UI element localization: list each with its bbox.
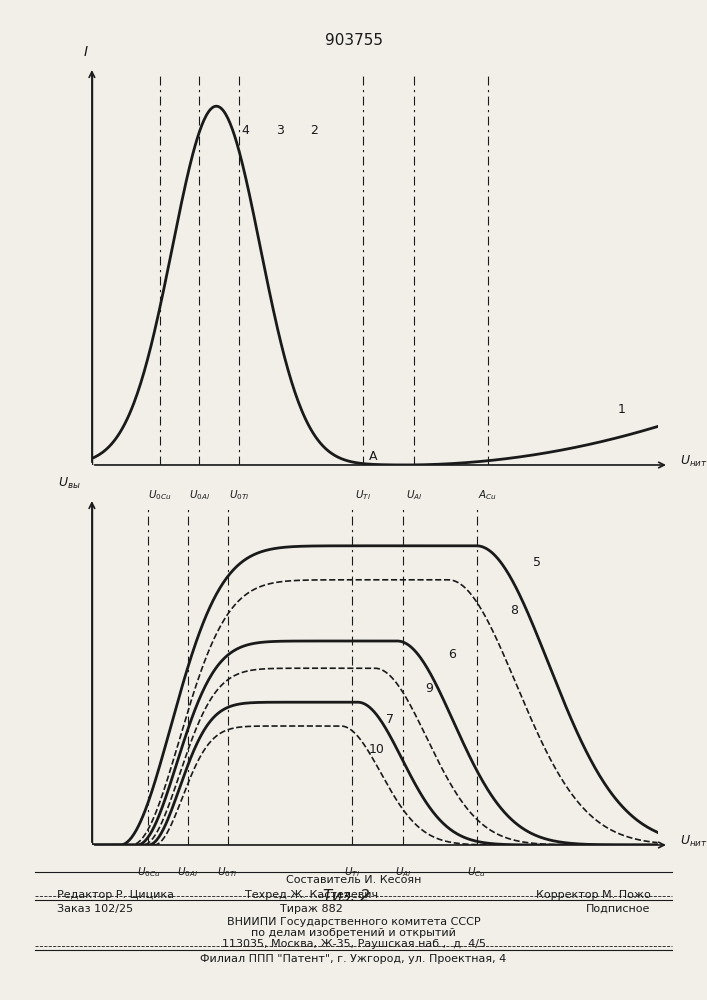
Text: Техред Ж. Кастелевич: Техред Ж. Кастелевич [245, 890, 378, 900]
Text: 2: 2 [310, 123, 317, 136]
Text: 5: 5 [533, 556, 541, 569]
Text: 1: 1 [618, 403, 626, 416]
Text: $U_{Al}$: $U_{Al}$ [406, 488, 423, 502]
Text: $U_{Cu}$: $U_{Cu}$ [467, 865, 486, 879]
Text: Τиз. 1: Τиз. 1 [323, 516, 370, 531]
Text: $U_{нит}$: $U_{нит}$ [680, 454, 707, 469]
Text: $U_{Ti}$: $U_{Ti}$ [344, 865, 360, 879]
Text: $I$: $I$ [83, 45, 89, 59]
Text: A: A [369, 450, 378, 463]
Text: 113035, Москва, Ж-35, Раушская наб.,  д. 4/5: 113035, Москва, Ж-35, Раушская наб., д. … [221, 939, 486, 949]
Text: 903755: 903755 [325, 33, 382, 48]
Text: Составитель И. Кесоян: Составитель И. Кесоян [286, 875, 421, 885]
Text: $U_{нит}$: $U_{нит}$ [680, 834, 707, 849]
Text: 8: 8 [510, 604, 518, 617]
Text: $U_{0Al}$: $U_{0Al}$ [189, 488, 210, 502]
Text: $U_{0Ti}$: $U_{0Ti}$ [217, 865, 238, 879]
Text: $U_{0Ti}$: $U_{0Ti}$ [228, 488, 250, 502]
Text: Тираж 882: Тираж 882 [280, 904, 342, 914]
Text: Филиал ППП "Патент", г. Ужгород, ул. Проектная, 4: Филиал ППП "Патент", г. Ужгород, ул. Про… [200, 954, 507, 964]
Text: 9: 9 [426, 682, 433, 695]
Text: Подписное: Подписное [586, 904, 650, 914]
Text: 6: 6 [448, 648, 456, 661]
Text: $U_{0Cu}$: $U_{0Cu}$ [148, 488, 172, 502]
Text: $U_{0Al}$: $U_{0Al}$ [177, 865, 199, 879]
Text: $U_{вы}$: $U_{вы}$ [58, 476, 81, 491]
Text: $U_{Al}$: $U_{Al}$ [395, 865, 411, 879]
Text: 7: 7 [386, 713, 394, 726]
Text: 4: 4 [242, 123, 250, 136]
Text: Τиз. 2: Τиз. 2 [323, 889, 370, 904]
Text: ВНИИПИ Государственного комитета СССР: ВНИИПИ Государственного комитета СССР [227, 917, 480, 927]
Text: 10: 10 [369, 743, 385, 756]
Text: Заказ 102/25: Заказ 102/25 [57, 904, 133, 914]
Text: по делам изобретений и открытий: по делам изобретений и открытий [251, 928, 456, 938]
Text: $A_{Cu}$: $A_{Cu}$ [479, 488, 497, 502]
Text: Корректор М. Пожо: Корректор М. Пожо [536, 890, 650, 900]
Text: Редактор Р. Цицика: Редактор Р. Цицика [57, 890, 173, 900]
Text: 3: 3 [276, 123, 284, 136]
Text: $U_{0Cu}$: $U_{0Cu}$ [136, 865, 160, 879]
Text: $U_{Ti}$: $U_{Ti}$ [356, 488, 371, 502]
